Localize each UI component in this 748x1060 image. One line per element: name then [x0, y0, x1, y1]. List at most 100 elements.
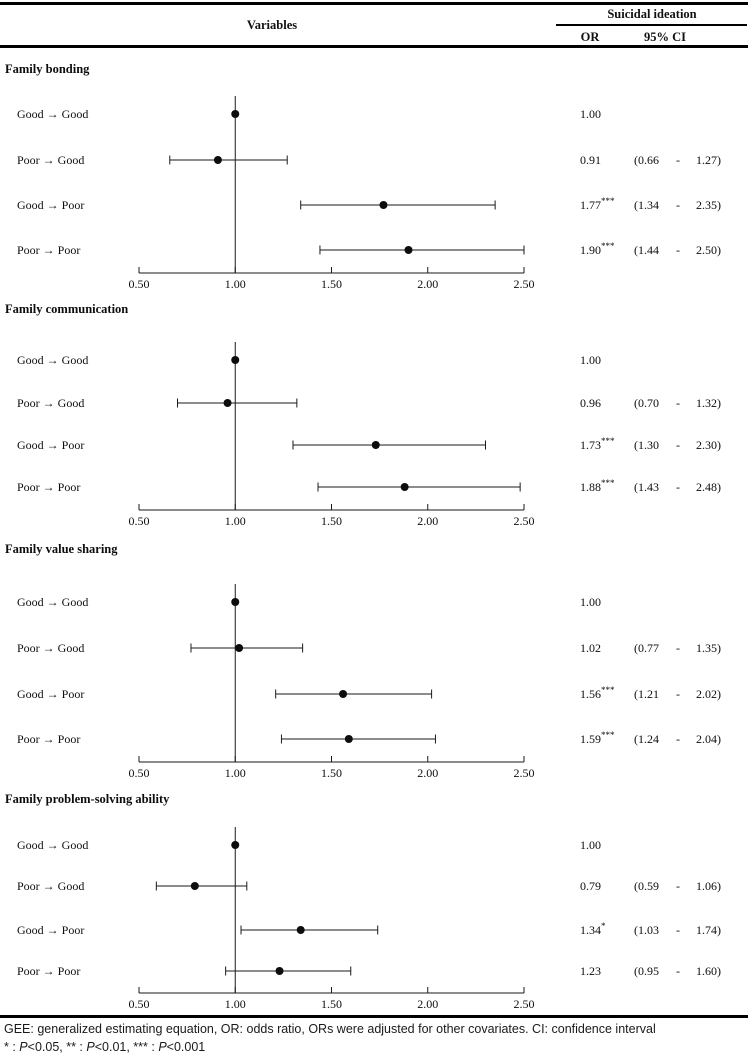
row-label: Poor → Good — [17, 396, 84, 410]
or-point — [235, 644, 244, 652]
or-value: 1.00 — [580, 353, 601, 367]
or-value: 0.96 — [580, 396, 601, 410]
row-label: Poor → Poor — [17, 732, 80, 746]
or-point — [379, 201, 388, 209]
ci-high-value: 1.32) — [696, 396, 721, 410]
axis-tick-label: 2.00 — [417, 277, 438, 291]
ci-dash: - — [676, 243, 680, 257]
section-title: Family communication — [5, 302, 128, 316]
significance-text: <0.05, ** : — [27, 1040, 87, 1054]
or-value: 1.59*** — [580, 730, 615, 746]
footnote-abbreviations: GEE: generalized estimating equation, OR… — [4, 1022, 656, 1036]
or-value: 0.79 — [580, 879, 601, 893]
row-label: Good → Poor — [17, 438, 84, 452]
ci-low-value: (1.44 — [634, 243, 659, 257]
or-point — [231, 356, 240, 364]
ci-dash: - — [676, 923, 680, 937]
axis-tick-label: 0.50 — [129, 277, 150, 291]
axis-tick-label: 2.00 — [417, 514, 438, 528]
ci-dash: - — [676, 964, 680, 978]
axis-tick-label: 1.50 — [321, 766, 342, 780]
ci-low-value: (1.03 — [634, 923, 659, 937]
forest-plot-sections: Family bonding 0.50 1.00 1.50 2.00 2.50 Good →… — [0, 53, 748, 1015]
axis-tick-label: 0.50 — [129, 766, 150, 780]
row-label: Good → Good — [17, 838, 88, 852]
axis-tick-label: 1.50 — [321, 514, 342, 528]
or-value: 1.77*** — [580, 196, 615, 212]
axis-tick-label: 2.50 — [514, 766, 535, 780]
axis-tick-label: 1.50 — [321, 277, 342, 291]
or-value: 1.00 — [580, 107, 601, 121]
ci-low-value: (0.66 — [634, 153, 659, 167]
ci-dash: - — [676, 198, 680, 212]
group-underline-rule — [556, 24, 747, 26]
row-label: Poor → Poor — [17, 480, 80, 494]
ci-dash: - — [676, 879, 680, 893]
significance-stars: *** — [601, 685, 615, 695]
axis-tick-label: 1.00 — [225, 277, 246, 291]
ci-dash: - — [676, 641, 680, 655]
or-value: 1.73*** — [580, 436, 615, 452]
p-symbol: P — [86, 1040, 95, 1054]
ci-high-value: 1.27) — [696, 153, 721, 167]
or-point — [296, 926, 305, 934]
or-point — [223, 399, 232, 407]
column-header-95ci: 95% CI — [643, 30, 687, 44]
row-label: Poor → Poor — [17, 243, 80, 257]
row-label: Good → Poor — [17, 687, 84, 701]
or-value: 1.88*** — [580, 478, 615, 494]
axis-tick-label: 0.50 — [129, 514, 150, 528]
row-label: Good → Poor — [17, 198, 84, 212]
axis-tick-label: 0.50 — [129, 997, 150, 1011]
or-value: 1.34* — [580, 921, 606, 937]
forest-plot-section: Family bonding 0.50 1.00 1.50 2.00 2.50 Good →… — [5, 62, 721, 291]
ci-low-value: (1.21 — [634, 687, 659, 701]
section-title: Family bonding — [5, 62, 90, 76]
significance-text: * : — [4, 1040, 20, 1054]
significance-stars: *** — [601, 196, 615, 206]
row-label: Poor → Poor — [17, 964, 80, 978]
significance-text: <0.001 — [166, 1040, 206, 1054]
ci-dash: - — [676, 687, 680, 701]
column-header-suicidal-ideation: Suicidal ideation — [607, 7, 697, 21]
ci-low-value: (1.30 — [634, 438, 659, 452]
p-symbol: P — [19, 1040, 28, 1054]
axis-tick-label: 2.50 — [514, 514, 535, 528]
forest-plot-section: Family problem-solving ability 0.50 1.00 1.… — [5, 792, 721, 1011]
axis-tick-label: 2.00 — [417, 997, 438, 1011]
ci-low-value: (1.43 — [634, 480, 659, 494]
axis-tick-label: 2.50 — [514, 277, 535, 291]
bottom-rule — [0, 1015, 748, 1018]
column-header-or: OR — [580, 30, 600, 44]
row-label: Poor → Good — [17, 641, 84, 655]
forest-plot-section: Family value sharing 0.50 1.00 1.50 2.00 2.50… — [5, 542, 721, 780]
axis-tick-label: 2.00 — [417, 766, 438, 780]
p-symbol: P — [158, 1040, 167, 1054]
ci-high-value: 2.35) — [696, 198, 721, 212]
or-point — [231, 110, 240, 118]
or-point — [213, 156, 222, 164]
or-value: 1.00 — [580, 595, 601, 609]
ci-high-value: 2.48) — [696, 480, 721, 494]
forest-plot-section: Family communication 0.50 1.00 1.50 2.00 2.50… — [5, 302, 721, 528]
or-point — [339, 690, 348, 698]
significance-stars: * — [601, 921, 606, 931]
or-point — [404, 246, 413, 254]
ci-low-value: (1.34 — [634, 198, 659, 212]
row-label: Poor → Good — [17, 153, 84, 167]
ci-low-value: (0.95 — [634, 964, 659, 978]
ci-high-value: 2.30) — [696, 438, 721, 452]
or-point — [231, 598, 240, 606]
or-point — [275, 967, 284, 975]
row-label: Good → Good — [17, 353, 88, 367]
significance-stars: *** — [601, 730, 615, 740]
axis-tick-label: 1.50 — [321, 997, 342, 1011]
section-title: Family problem-solving ability — [5, 792, 170, 806]
ci-dash: - — [676, 438, 680, 452]
column-header-variables: Variables — [246, 18, 298, 32]
ci-low-value: (0.70 — [634, 396, 659, 410]
ci-dash: - — [676, 396, 680, 410]
ci-low-value: (0.77 — [634, 641, 659, 655]
significance-stars: *** — [601, 478, 615, 488]
